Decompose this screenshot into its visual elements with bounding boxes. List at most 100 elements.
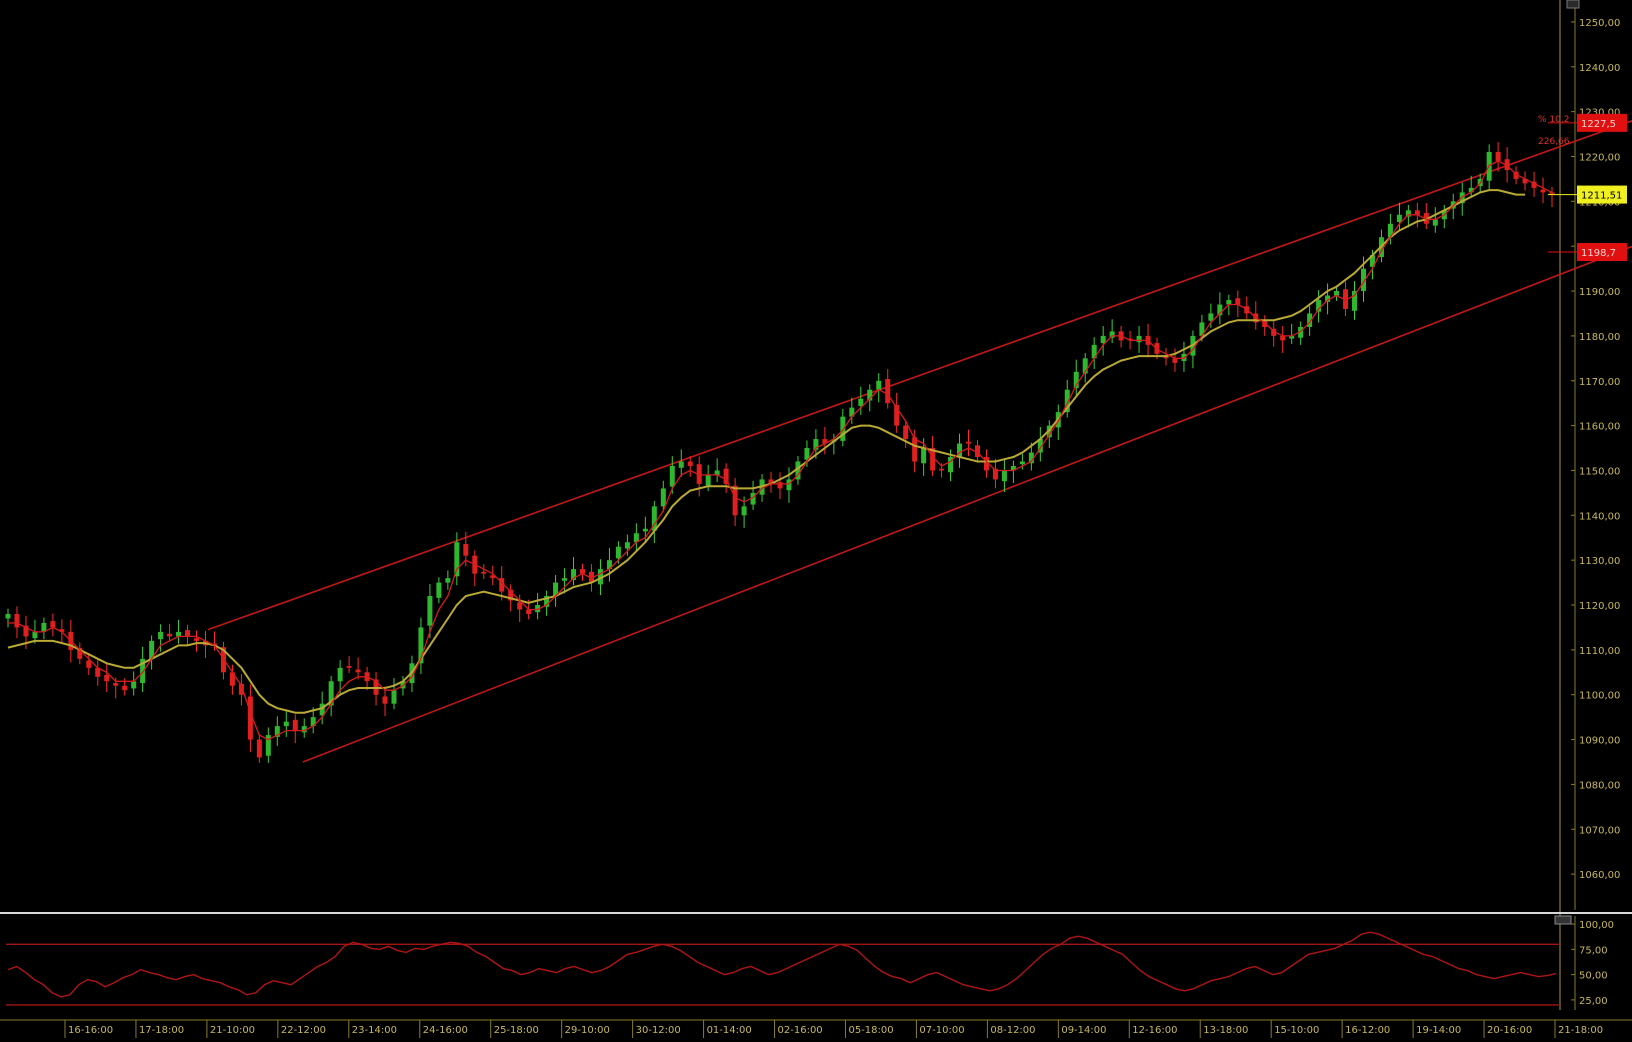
candle [1522,171,1528,191]
oscillator-panel-button [1554,915,1572,925]
candle-body [14,613,20,628]
date-tick-label: 09-14:00 [1061,1025,1106,1036]
candle [777,472,783,500]
oscillator-panel: 100,00 75,00 50,00 25,00 [6,915,1614,1010]
candle [633,523,639,552]
price-tick-label: 1220,00 [1579,152,1620,163]
candle [1325,283,1331,315]
candle [310,707,316,734]
date-tick-label: 21-10:00 [210,1025,255,1036]
candle [292,714,298,744]
price-channel [207,120,1632,763]
candle-body [974,445,980,457]
candle [1396,202,1402,231]
candle-body [517,602,523,610]
candle-body [1360,268,1366,292]
candle-body [687,461,693,466]
candle [750,480,756,510]
candle-body [256,739,262,758]
candle [185,624,191,646]
candle-body [992,468,998,480]
date-tick-label: 21-18:00 [1558,1025,1603,1036]
price-label-box [1577,185,1627,204]
candle-body [167,633,173,637]
candle [77,642,83,665]
candle [140,646,146,693]
candle [562,568,568,594]
candle-body [41,622,47,632]
candle-body [1495,152,1501,161]
candle-body [382,696,388,704]
candle [687,456,693,477]
candle [1307,305,1313,336]
candle-body [1387,223,1393,238]
candle-body [283,721,289,727]
candle [283,709,289,737]
candle-body [355,669,361,673]
candle [1064,379,1070,418]
candle-body [1019,461,1025,465]
candle [5,608,11,628]
candle-body [624,542,630,549]
candle-body [1154,343,1160,354]
date-tick-label: 22-12:00 [281,1025,326,1036]
candle-body [1028,452,1034,464]
candle-body [615,546,621,559]
candle-body [930,448,936,471]
candle-body [1298,326,1304,338]
candle [992,458,998,489]
candle [517,594,523,623]
candle [167,623,173,642]
candle-body [391,690,397,704]
candle-body [77,648,83,659]
candle-body [876,380,882,390]
candle-body [885,378,891,404]
candle-body [1262,320,1268,327]
candle [553,574,559,607]
candle [238,674,244,706]
candle [418,617,424,675]
candle-body [229,672,235,686]
candle-body [185,630,191,637]
candle-body [1091,344,1097,359]
date-tick-label: 01-14:00 [707,1025,752,1036]
price-label-box [1577,243,1627,262]
candle [696,456,702,497]
candle [1235,290,1241,318]
candle-body [597,569,603,585]
candle [1540,177,1546,204]
candle-body [723,468,729,484]
candle-body [1316,300,1322,312]
candle [795,456,801,485]
candle [1343,281,1349,317]
candle [1001,458,1007,492]
channel-upper-line [207,120,1632,631]
date-tick-label: 19-14:00 [1416,1025,1461,1036]
date-tick-label: 25-18:00 [494,1025,539,1036]
candle-body [23,625,29,637]
candle [346,656,352,674]
candle-body [1073,371,1079,388]
candle-body [849,407,855,417]
channel-annotation: 226,66 [1538,137,1570,147]
candle [1405,204,1411,228]
candle [957,433,963,468]
candle [1316,290,1322,323]
candle-body [1172,358,1178,363]
candle [1495,142,1501,172]
candle-body [274,726,280,737]
candle [1010,460,1016,484]
candle [1019,453,1025,470]
candle [966,429,972,457]
candle [867,384,873,412]
price-label-marker: 1198,7 [1548,243,1627,262]
candle-body [122,685,128,691]
candle-body [606,560,612,570]
candle-body [1109,331,1115,338]
oscillator-tick-label: 25,00 [1579,996,1608,1007]
candle-body [696,464,702,484]
candle-body [966,441,972,444]
candle-body [1010,465,1016,471]
candle-body [633,533,639,543]
moving-average-fast-line [8,160,1553,741]
